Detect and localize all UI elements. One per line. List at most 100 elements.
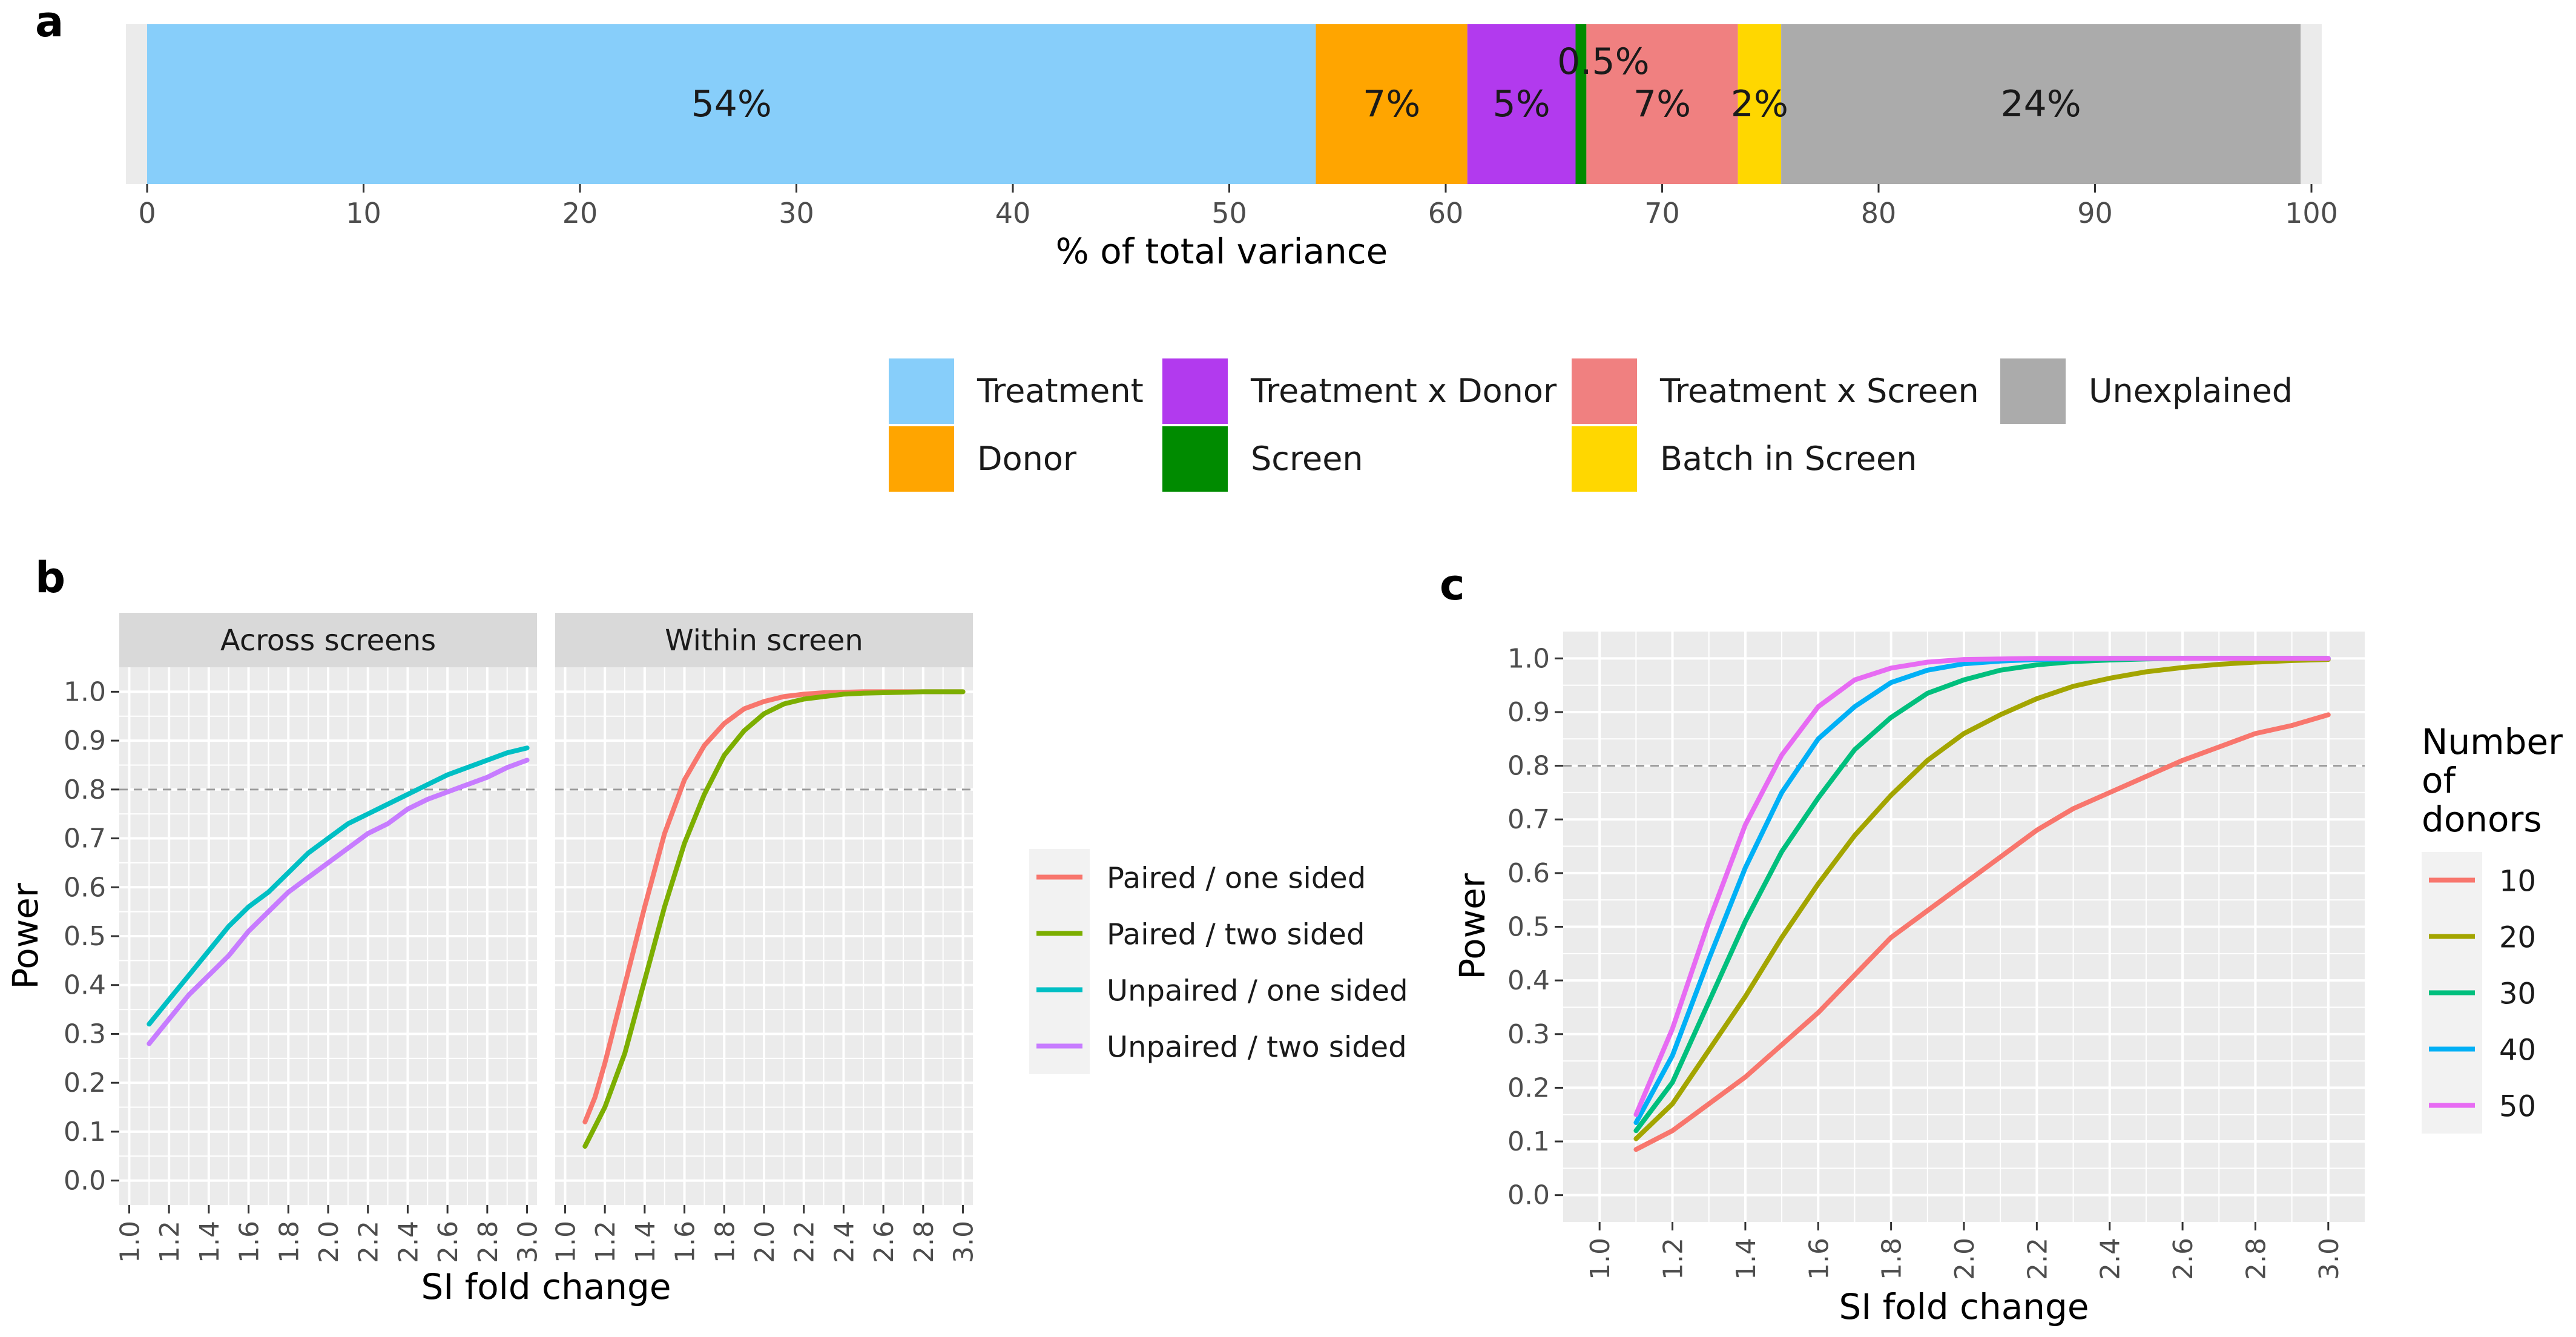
x-tick-label: 2.8	[909, 1221, 940, 1263]
y-tick-label: 0.9	[64, 725, 106, 756]
series-line-50	[1633, 656, 2331, 1117]
legend-key-treatment-x-screen	[1572, 358, 1637, 424]
x-tick-label: 3.0	[513, 1221, 544, 1263]
x-tick-label: 2.2	[2022, 1238, 2053, 1280]
series-line-10	[1633, 712, 2331, 1152]
segment-label-donor: 7%	[1363, 83, 1420, 125]
x-tick-label: 1.8	[710, 1221, 740, 1263]
panel-b-legend-keys-background	[1029, 849, 1090, 1074]
y-tick-label: 0.8	[1507, 751, 1550, 782]
x-tick-label: 2.2	[354, 1221, 384, 1263]
legend-label-donors-40: 40	[2499, 1034, 2536, 1068]
x-tick-label: 20	[562, 197, 598, 229]
segment-label-unexplained: 24%	[2000, 83, 2081, 125]
legend-key-treatment-x-donor	[1162, 358, 1228, 424]
legend-key-screen	[1162, 426, 1228, 492]
y-tick-label: 0.5	[1507, 912, 1550, 943]
x-tick-label: 2.2	[789, 1221, 820, 1263]
x-tick-label: 1.0	[1585, 1238, 1616, 1280]
legend-key-treatment	[889, 358, 954, 424]
legend-label-paired-one-sided: Paired / one sided	[1107, 862, 1366, 896]
x-tick-label: 1.6	[1804, 1238, 1834, 1280]
x-tick-label: 10	[346, 197, 381, 229]
x-tick-label: 2.8	[473, 1221, 504, 1263]
panel-label-a: a	[35, 0, 64, 47]
bar-segment-batch-in-screen	[1738, 24, 1782, 184]
x-tick-label: 1.2	[154, 1221, 185, 1263]
x-tick-label: 40	[995, 197, 1031, 229]
y-tick-label: 0.7	[1507, 804, 1550, 835]
segment-label-treatment-x-donor: 5%	[1493, 83, 1550, 125]
bar-segment-screen	[1575, 24, 1587, 184]
legend-label-unexplained: Unexplained	[2089, 372, 2293, 410]
y-tick-label: 0.1	[1507, 1126, 1550, 1157]
panel-c-x-axis-title: SI fold change	[1839, 1286, 2089, 1327]
bar-segment-treatment-x-screen	[1586, 24, 1738, 184]
x-tick-label: 2.0	[749, 1221, 780, 1263]
x-tick-label: 1.4	[194, 1221, 225, 1263]
y-tick-label: 0.4	[1507, 965, 1550, 996]
y-tick-label: 0.1	[64, 1117, 106, 1147]
y-tick-label: 0.2	[64, 1068, 106, 1098]
legend-label-treatment: Treatment	[977, 372, 1144, 410]
bar-segment-treatment	[147, 24, 1316, 184]
x-tick-label: 1.8	[274, 1221, 305, 1263]
bar-segment-unexplained	[1781, 24, 2301, 184]
y-tick-label: 0.7	[64, 824, 106, 854]
panel-b-x-axis-title: SI fold change	[421, 1266, 671, 1307]
x-tick-label: 1.8	[1877, 1238, 1908, 1280]
facet-strip-across-screens	[119, 613, 537, 667]
y-tick-label: 1.0	[64, 676, 106, 707]
legend-label-donors-10: 10	[2499, 865, 2536, 899]
legend-title-line: donors	[2422, 799, 2542, 840]
panel-c-y-axis-title: Power	[1452, 873, 1493, 980]
x-tick-label: 2.0	[1949, 1238, 1980, 1280]
y-tick-label: 0.0	[1507, 1180, 1550, 1211]
series-line-unpaired-two-sided	[147, 758, 530, 1046]
x-tick-label: 1.2	[590, 1221, 621, 1263]
panel-label-c: c	[1440, 560, 1465, 610]
panel-a-x-axis-title: % of total variance	[1056, 231, 1388, 272]
legend-key-unexplained	[2000, 358, 2066, 424]
segment-label-treatment: 54%	[691, 83, 772, 125]
x-tick-label: 2.6	[869, 1221, 900, 1263]
x-tick-label: 1.4	[630, 1221, 661, 1263]
y-tick-label: 0.0	[64, 1166, 106, 1197]
panel-label-b: b	[35, 553, 65, 602]
x-tick-label: 3.0	[949, 1221, 980, 1263]
legend-label-treatment-x-donor: Treatment x Donor	[1250, 372, 1557, 410]
panel-c-power-by-donors: 1.0 1.2 1.4 1.6 1.8 2.0 2.2 2.4 2.6 2.8 3.0 0.0 0.1 0…	[1452, 632, 2563, 1327]
legend-title-line: of	[2422, 760, 2456, 801]
x-tick-label: 2.4	[829, 1221, 860, 1263]
segment-label-screen: 0.5%	[1557, 41, 1649, 83]
facet-title-within-screen: Within screen	[665, 624, 863, 658]
y-tick-label: 0.6	[64, 872, 106, 903]
legend-key-batch-in-screen	[1572, 426, 1637, 492]
legend-label-donors-20: 20	[2499, 921, 2536, 955]
facet-strip-within-screen	[555, 613, 973, 667]
x-tick-label: 100	[2285, 197, 2338, 229]
legend-title-line: Number	[2422, 721, 2563, 762]
x-tick-label: 2.6	[433, 1221, 464, 1263]
y-tick-label: 0.2	[1507, 1072, 1550, 1103]
y-tick-label: 0.6	[1507, 858, 1550, 889]
series-line-unpaired-one-sided	[147, 745, 530, 1027]
legend-key-donor	[889, 426, 954, 492]
x-tick-label: 1.6	[670, 1221, 701, 1263]
x-tick-label: 3.0	[2314, 1238, 2345, 1280]
bar-segment-treatment-x-donor	[1467, 24, 1576, 184]
legend-label-batch-in-screen: Batch in Screen	[1660, 440, 1917, 478]
x-tick-label: 30	[779, 197, 814, 229]
y-tick-label: 0.3	[64, 1018, 106, 1049]
x-tick-label: 1.4	[1731, 1238, 1762, 1280]
x-tick-label: 1.0	[114, 1221, 145, 1263]
x-tick-label: 80	[1861, 197, 1897, 229]
x-tick-label: 70	[1644, 197, 1680, 229]
x-tick-label: 2.8	[2241, 1238, 2271, 1280]
series-line-paired-two-sided	[582, 689, 966, 1149]
segment-label-treatment-x-screen: 7%	[1633, 83, 1691, 125]
legend-label-donors-50: 50	[2499, 1090, 2536, 1124]
facet-title-across-screens: Across screens	[220, 624, 436, 658]
y-tick-label: 0.5	[64, 921, 106, 952]
y-tick-label: 0.8	[64, 774, 106, 805]
